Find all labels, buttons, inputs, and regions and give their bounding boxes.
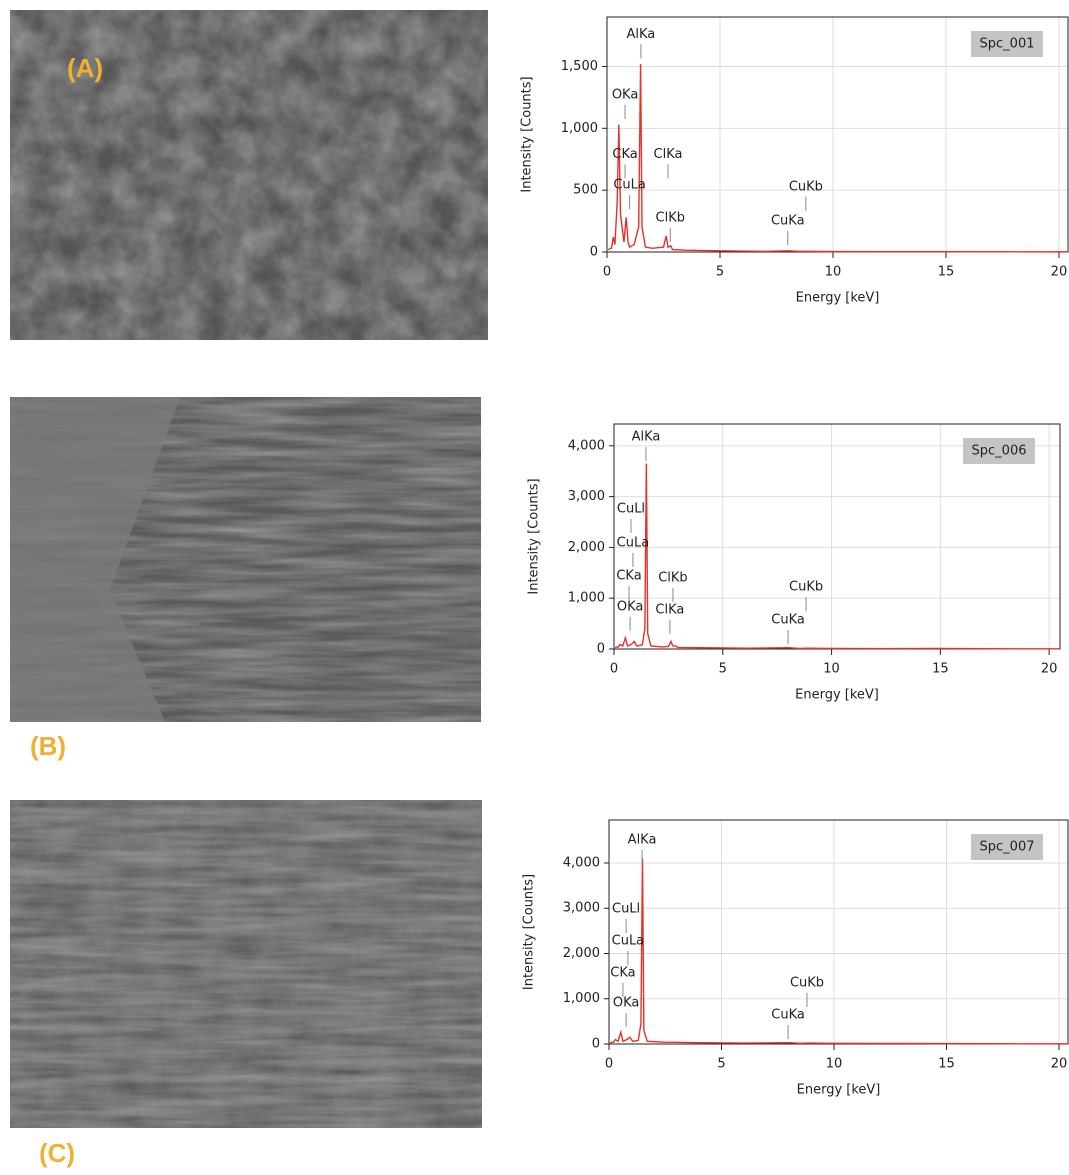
image-label: (A) bbox=[67, 53, 103, 83]
legend-label: Spc_007 bbox=[980, 840, 1035, 855]
x-tick-label: 10 bbox=[823, 662, 840, 677]
legend-box bbox=[963, 438, 1035, 464]
x-tick-label: 15 bbox=[932, 662, 949, 677]
y-tick-label: 4,000 bbox=[568, 438, 605, 453]
y-axis-label: Intensity [Counts] bbox=[527, 478, 542, 594]
y-tick-label: 1,000 bbox=[561, 121, 598, 136]
peak-label: ClKa bbox=[654, 147, 683, 162]
image-label: (C) bbox=[39, 1138, 75, 1168]
sem-image bbox=[10, 10, 488, 340]
y-tick-label: 2,000 bbox=[568, 540, 605, 555]
x-tick-label: 20 bbox=[1041, 662, 1058, 677]
legend-box bbox=[971, 31, 1043, 57]
x-tick-label: 10 bbox=[825, 265, 842, 280]
y-tick-label: 3,000 bbox=[563, 901, 600, 916]
y-axis-label: Intensity [Counts] bbox=[522, 874, 537, 990]
x-tick-label: 5 bbox=[717, 1057, 725, 1072]
x-tick-label: 20 bbox=[1051, 265, 1068, 280]
image-label: (B) bbox=[30, 731, 66, 761]
peak-label: CuLa bbox=[613, 178, 646, 193]
sem-image bbox=[10, 800, 482, 1128]
y-axis-label: Intensity [Counts] bbox=[520, 76, 535, 192]
x-tick-label: 15 bbox=[938, 265, 955, 280]
peak-label: CKa bbox=[612, 147, 637, 162]
peak-label: AlKa bbox=[632, 430, 661, 445]
legend-box bbox=[971, 834, 1043, 860]
spectrum-line bbox=[610, 858, 1069, 1045]
y-tick-label: 1,000 bbox=[563, 991, 600, 1006]
x-axis-label: Energy [keV] bbox=[796, 291, 880, 306]
peak-label: CuKa bbox=[771, 214, 805, 229]
peak-label: CKa bbox=[616, 568, 641, 583]
spectrum-line bbox=[614, 463, 1061, 650]
peak-label: CuLa bbox=[612, 933, 645, 948]
x-tick-label: 15 bbox=[938, 1057, 955, 1072]
peak-label: CuLl bbox=[617, 501, 645, 516]
x-tick-label: 5 bbox=[719, 662, 727, 677]
x-tick-label: 5 bbox=[716, 265, 724, 280]
y-tick-label: 0 bbox=[592, 1037, 600, 1052]
spectrum-line bbox=[607, 63, 1069, 253]
peak-label: CKa bbox=[610, 965, 635, 980]
y-tick-label: 4,000 bbox=[563, 855, 600, 870]
peak-label: OKa bbox=[613, 996, 640, 1011]
y-tick-label: 0 bbox=[597, 642, 605, 657]
peak-label: CuLa bbox=[617, 535, 650, 550]
peak-label: AlKa bbox=[628, 832, 657, 847]
peak-label: CuKb bbox=[789, 179, 823, 194]
peak-label: ClKb bbox=[656, 210, 685, 225]
x-axis-label: Energy [keV] bbox=[795, 688, 879, 703]
x-tick-label: 10 bbox=[826, 1057, 843, 1072]
legend-label: Spc_001 bbox=[980, 37, 1035, 52]
x-tick-label: 20 bbox=[1051, 1057, 1068, 1072]
y-tick-label: 3,000 bbox=[568, 489, 605, 504]
sem-image bbox=[10, 397, 481, 722]
peak-label: CuKa bbox=[771, 1008, 805, 1023]
peak-label: ClKa bbox=[655, 602, 684, 617]
peak-label: CuLl bbox=[612, 901, 640, 916]
peak-label: AlKa bbox=[627, 27, 656, 42]
peak-label: CuKa bbox=[771, 613, 805, 628]
x-tick-label: 0 bbox=[610, 662, 618, 677]
x-tick-label: 0 bbox=[605, 1057, 613, 1072]
y-tick-label: 1,000 bbox=[568, 591, 605, 606]
legend-label: Spc_006 bbox=[972, 444, 1027, 459]
x-axis-label: Energy [keV] bbox=[797, 1083, 881, 1098]
y-tick-label: 1,500 bbox=[561, 59, 598, 74]
x-tick-label: 0 bbox=[603, 265, 611, 280]
y-tick-label: 0 bbox=[590, 245, 598, 260]
peak-label: OKa bbox=[617, 599, 644, 614]
y-tick-label: 500 bbox=[573, 183, 598, 198]
peak-label: CuKb bbox=[790, 975, 824, 990]
y-tick-label: 2,000 bbox=[563, 946, 600, 961]
peak-label: OKa bbox=[612, 87, 639, 102]
peak-label: ClKb bbox=[658, 570, 687, 585]
peak-label: CuKb bbox=[789, 580, 823, 595]
